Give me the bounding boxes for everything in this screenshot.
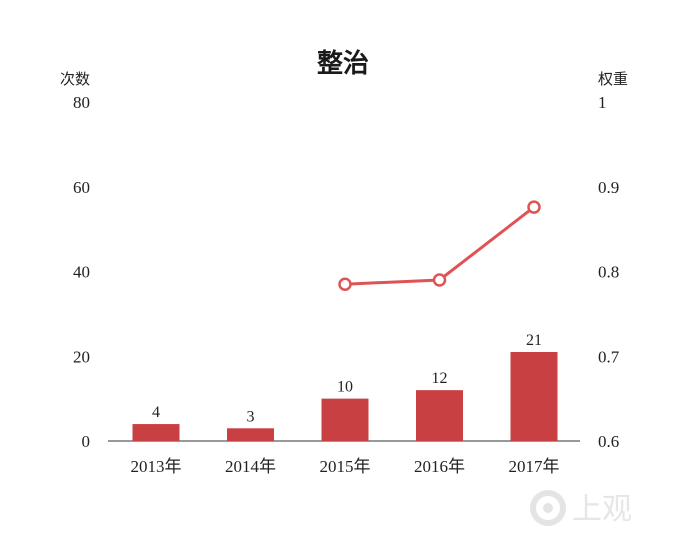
line-point xyxy=(527,200,541,214)
bar-data-label: 21 xyxy=(526,332,542,349)
x-category-labels: 2013年 2014年 2015年 2016年 2017年 xyxy=(131,457,560,476)
watermark: 上观 xyxy=(530,490,632,527)
y-left-ticks: 0 20 40 60 80 xyxy=(73,93,90,451)
line-series xyxy=(338,200,541,291)
line-point xyxy=(338,277,352,291)
watermark-text: 上观 xyxy=(572,492,632,527)
y-left-tick-label: 80 xyxy=(73,93,90,112)
bar-data-label: 12 xyxy=(432,370,448,387)
y-right-axis-label: 权重 xyxy=(598,70,628,88)
bar-data-labels: 4 3 10 12 21 xyxy=(152,332,542,425)
bar xyxy=(321,398,369,441)
bar-data-label: 3 xyxy=(247,408,255,425)
y-left-tick-label: 60 xyxy=(73,178,90,197)
x-category-label: 2014年 xyxy=(225,457,276,476)
y-left-axis-label: 次数 xyxy=(60,70,90,88)
line-point xyxy=(432,273,447,287)
y-right-tick-label: 0.6 xyxy=(598,432,619,451)
y-right-tick-label: 0.7 xyxy=(598,347,620,366)
chart-title: 整治 xyxy=(317,48,369,79)
x-category-label: 2016年 xyxy=(414,457,465,476)
bar xyxy=(227,428,274,441)
bar-data-label: 10 xyxy=(337,379,353,396)
bar xyxy=(416,390,463,441)
bar xyxy=(132,424,180,441)
x-category-label: 2017年 xyxy=(509,457,560,476)
x-category-label: 2015年 xyxy=(320,457,371,476)
y-left-tick-label: 40 xyxy=(73,263,90,282)
series-line xyxy=(344,205,535,286)
y-right-tick-label: 0.8 xyxy=(598,263,619,282)
y-right-tick-label: 0.9 xyxy=(598,178,619,197)
y-left-tick-label: 20 xyxy=(73,347,90,366)
y-right-ticks: 0.6 0.7 0.8 0.9 1 xyxy=(598,93,620,451)
watermark-logo-icon xyxy=(530,490,566,526)
x-category-label: 2013年 xyxy=(131,457,182,476)
bar xyxy=(510,352,558,441)
y-left-tick-label: 0 xyxy=(82,432,91,451)
bar-series xyxy=(132,352,558,441)
bar-data-label: 4 xyxy=(152,404,160,421)
y-right-tick-label: 1 xyxy=(598,93,607,112)
